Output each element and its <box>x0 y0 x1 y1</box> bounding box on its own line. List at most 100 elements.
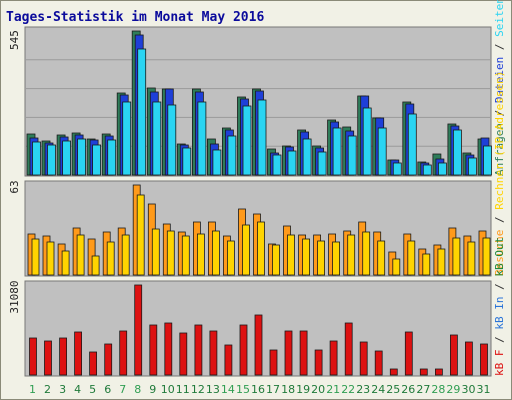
day-label: 13 <box>206 383 220 396</box>
day-label: 6 <box>104 383 111 396</box>
legend-rechner: Rechner (IP-Adressen) <box>493 71 506 210</box>
kbytes-bar-kb-f <box>464 341 473 376</box>
kbytes-bar-kb-f <box>89 351 97 376</box>
requests-bar-seiten <box>437 162 447 176</box>
kbytes-bar-kb-f <box>419 368 428 376</box>
day-label: 18 <box>281 383 295 396</box>
legend-dateien: Dateien <box>493 57 506 103</box>
requests-bar-seiten <box>452 129 462 176</box>
requests-bar-seiten <box>167 104 177 176</box>
kbytes-bar-kb-f <box>434 368 443 376</box>
kbytes-bar-kb-f <box>449 334 458 376</box>
visits-bar-rechner-ip-adressen- <box>437 248 446 276</box>
requests-bar-seiten <box>137 48 147 176</box>
requests-bar-seiten <box>257 99 267 176</box>
kbytes-bar-kb-f <box>374 350 383 376</box>
visits-bar-rechner-ip-adressen- <box>226 240 235 276</box>
day-label: 21 <box>326 383 340 396</box>
kbytes-panel: 31080 kB F / kB In / kB Out <box>8 237 506 377</box>
kbytes-bar-kb-f <box>359 341 368 376</box>
visits-bar-rechner-ip-adressen- <box>272 244 280 276</box>
kbytes-bar-kb-f <box>284 330 293 376</box>
visits-bar-rechner-ip-adressen- <box>332 241 341 276</box>
day-label: 30 <box>462 383 476 396</box>
kbytes-bar-kb-f <box>59 337 67 376</box>
kbytes-bar-kb-f <box>29 337 37 376</box>
day-label: 7 <box>119 383 126 396</box>
kbytes-bar-kb-f <box>134 284 143 376</box>
visits-bar-rechner-ip-adressen- <box>377 240 386 276</box>
visits-bar-rechner-ip-adressen- <box>196 233 205 276</box>
day-label: 10 <box>161 383 175 396</box>
kbytes-bar-kb-f <box>389 368 398 376</box>
legend-besuche: Besuche <box>493 230 506 276</box>
day-label: 29 <box>446 383 460 396</box>
kbytes-bar-kb-f <box>74 331 82 376</box>
requests-bar-seiten <box>272 154 282 176</box>
requests-bar-seiten <box>317 151 327 176</box>
legend-kbf: kB F <box>493 350 506 377</box>
visits-bar-rechner-ip-adressen- <box>121 234 130 276</box>
requests-bar-seiten <box>422 164 432 176</box>
kbytes-bar-kb-f <box>119 330 128 376</box>
legend-seiten: Seiten <box>493 0 506 37</box>
requests-bar-seiten <box>332 127 342 176</box>
day-label: 31 <box>477 383 491 396</box>
kbytes-bar-kb-f <box>404 331 413 376</box>
requests-bar-seiten <box>182 147 192 176</box>
requests-bar-seiten <box>107 139 117 176</box>
kbytes-bar-kb-f <box>164 322 173 376</box>
visits-bar-rechner-ip-adressen- <box>467 241 476 276</box>
legend-sep: / <box>493 277 506 297</box>
visits-bar-rechner-ip-adressen- <box>106 241 115 276</box>
requests-bar-seiten <box>197 101 207 176</box>
visits-bar-rechner-ip-adressen- <box>46 241 55 276</box>
visits-bar-rechner-ip-adressen- <box>181 235 190 276</box>
day-label: 24 <box>371 383 385 396</box>
kbytes-ymax-label: 31080 <box>8 280 21 313</box>
visits-bar-rechner-ip-adressen- <box>422 253 431 276</box>
kbytes-bar-kb-f <box>329 340 338 376</box>
visits-bar-rechner-ip-adressen- <box>302 238 311 276</box>
visits-bar-rechner-ip-adressen- <box>347 234 356 276</box>
day-label: 22 <box>341 383 355 396</box>
visits-bar-rechner-ip-adressen- <box>392 258 401 276</box>
day-label: 15 <box>236 383 250 396</box>
visits-bar-rechner-ip-adressen- <box>317 240 326 276</box>
day-label: 1 <box>29 383 36 396</box>
visits-bar-rechner-ip-adressen- <box>452 237 461 276</box>
day-label: 26 <box>401 383 415 396</box>
legend-anfragen: Anfragen <box>493 123 506 176</box>
requests-bar-seiten <box>483 145 492 176</box>
day-label: 27 <box>416 383 430 396</box>
requests-bar-seiten <box>32 141 41 176</box>
visits-legend: Besuche / Rechner (IP-Adressen) <box>493 71 506 276</box>
requests-bar-seiten <box>407 113 417 176</box>
requests-bar-seiten <box>392 162 402 176</box>
day-label: 9 <box>149 383 156 396</box>
day-label: 12 <box>191 383 205 396</box>
requests-bar-seiten <box>92 144 101 176</box>
day-label: 5 <box>89 383 96 396</box>
visits-bar-rechner-ip-adressen- <box>76 234 85 276</box>
visits-bar-rechner-ip-adressen- <box>31 238 40 276</box>
requests-bar-seiten <box>212 149 222 176</box>
day-label: 23 <box>356 383 370 396</box>
visits-bar-rechner-ip-adressen- <box>136 194 145 276</box>
requests-legend: Anfragen / Dateien / Seiten <box>493 0 506 176</box>
day-label: 11 <box>176 383 190 396</box>
chart-title: Tages-Statistik im Monat May 2016 <box>6 10 264 25</box>
day-label: 4 <box>74 383 81 396</box>
requests-panel: 545 Anfragen / Dateien / Seiten <box>8 0 506 177</box>
kbytes-bar-kb-f <box>149 324 158 376</box>
visits-panel: 63 Besuche / Rechner (IP-Adressen) <box>8 71 506 277</box>
legend-sep: / <box>493 210 506 230</box>
kbytes-bar-kb-f <box>194 324 203 376</box>
requests-bar-seiten <box>227 135 237 176</box>
day-label: 16 <box>251 383 265 396</box>
visits-bar-rechner-ip-adressen- <box>61 250 70 276</box>
requests-bar-seiten <box>62 140 71 176</box>
day-label: 17 <box>266 383 280 396</box>
requests-bar-seiten <box>242 105 252 176</box>
visits-ymax-label: 63 <box>8 180 21 193</box>
